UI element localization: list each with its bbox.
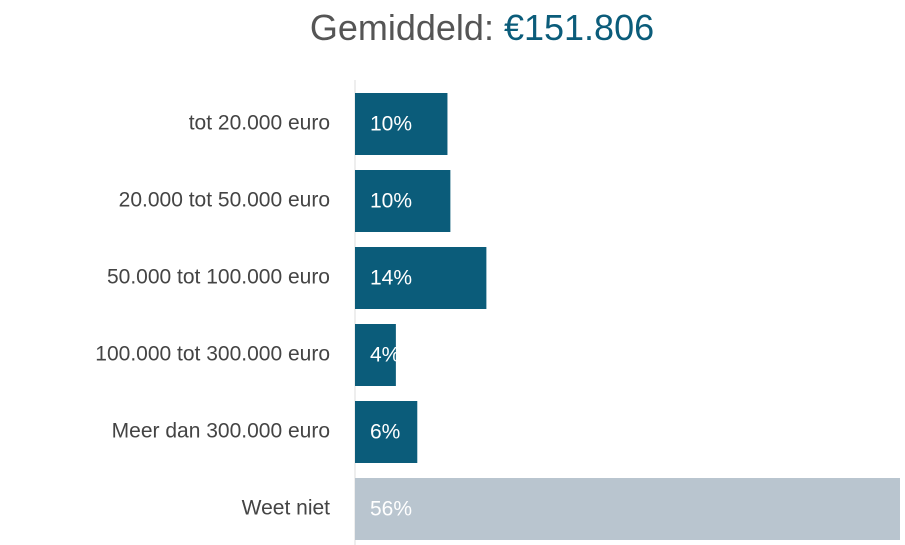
bar — [355, 93, 448, 155]
value-label: 6% — [370, 421, 400, 444]
category-label: Meer dan 300.000 euro — [112, 420, 330, 443]
bar — [355, 401, 418, 463]
category-label: Weet niet — [242, 497, 330, 520]
category-label: 20.000 tot 50.000 euro — [119, 189, 330, 212]
category-label: tot 20.000 euro — [189, 112, 330, 135]
title-label: Gemiddeld: — [310, 7, 494, 48]
value-label: 56% — [370, 498, 412, 521]
value-label: 14% — [370, 267, 412, 290]
title-value: €151.806 — [504, 7, 654, 48]
value-label: 4% — [370, 344, 400, 367]
bar — [355, 478, 900, 540]
bar — [355, 247, 487, 309]
value-label: 10% — [370, 113, 412, 136]
category-label: 50.000 tot 100.000 euro — [107, 266, 330, 289]
bar — [355, 170, 451, 232]
value-label: 10% — [370, 190, 412, 213]
chart-title: Gemiddeld: €151.806 — [310, 7, 654, 48]
bar — [355, 324, 396, 386]
category-label: 100.000 tot 300.000 euro — [95, 343, 330, 366]
